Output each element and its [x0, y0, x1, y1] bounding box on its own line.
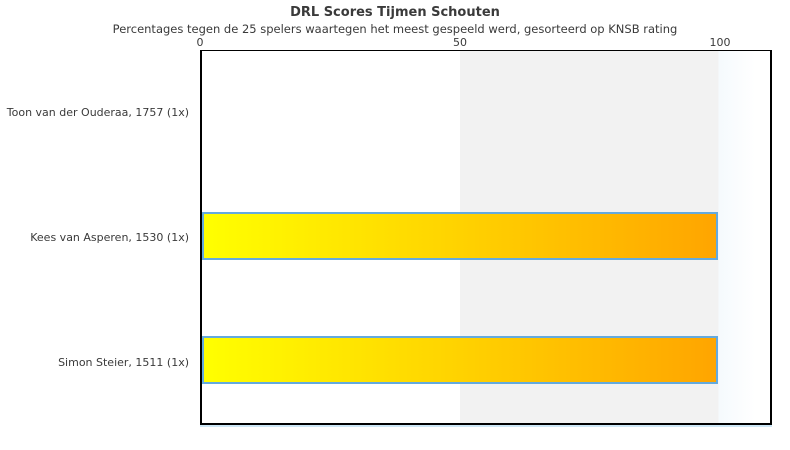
chart-body: Toon van der Ouderaa, 1757 (1x) Kees van …	[0, 36, 790, 425]
bar-row	[202, 298, 770, 422]
chart-title: DRL Scores Tijmen Schouten	[290, 5, 500, 20]
y-axis-label: Toon van der Ouderaa, 1757 (1x)	[6, 106, 189, 119]
x-axis-tick-label: 0	[196, 36, 204, 49]
x-axis-tick-label: 100	[709, 36, 731, 49]
plot-area	[200, 50, 772, 425]
x-axis-tick-label: 50	[453, 36, 467, 49]
x-axis-top: 0 50 100	[196, 36, 772, 50]
bar-row	[202, 175, 770, 299]
bar-row	[202, 51, 770, 175]
y-axis-labels: Toon van der Ouderaa, 1757 (1x) Kees van …	[0, 37, 200, 425]
y-axis-label: Kees van Asperen, 1530 (1x)	[30, 231, 189, 244]
chart-subtitle: Percentages tegen de 25 spelers waartege…	[112, 22, 678, 36]
bar	[202, 335, 719, 384]
plot-wrap: 0 50 100	[196, 36, 772, 425]
y-axis-label: Simon Steier, 1511 (1x)	[58, 356, 189, 369]
bar	[202, 212, 719, 261]
